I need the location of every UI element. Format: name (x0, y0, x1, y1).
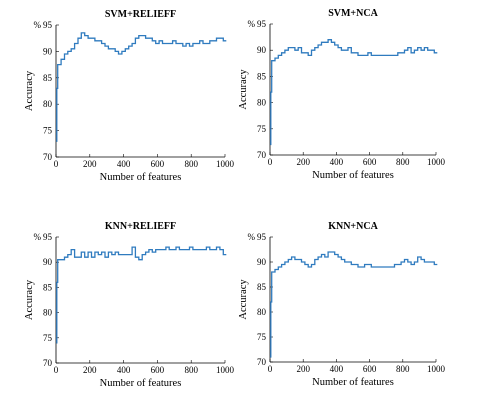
chart-3: KNN+RELIEFF 70 75 80 85 90 95% 0 200 400 600 800 100… (24, 221, 235, 389)
x-tick-label: 1000 (216, 365, 235, 375)
x-axis-title: Number of features (312, 377, 394, 388)
y-tick-label: 95 (43, 20, 53, 30)
x-tick-label: 0 (54, 159, 59, 169)
chart-title: KNN+NCA (328, 221, 378, 232)
x-tick-label: 400 (117, 159, 131, 169)
y-tick-label: 75 (43, 126, 53, 136)
y-tick-label: 85 (257, 71, 267, 81)
x-tick-label: 800 (396, 157, 410, 167)
y-tick-label: 85 (43, 73, 53, 83)
y-tick-label: 70 (257, 357, 267, 367)
y-tick-label: 80 (257, 307, 267, 317)
y-tick-label: 70 (257, 150, 267, 160)
series-line-1 (270, 251, 438, 358)
y-unit-label: % (248, 232, 256, 242)
y-unit-label: % (248, 19, 256, 29)
x-tick-label: 800 (396, 364, 410, 374)
x-axis-title: Number of features (100, 378, 182, 389)
x-tick-label: 400 (330, 364, 344, 374)
x-tick-label: 1000 (427, 157, 446, 167)
x-tick-label: 600 (151, 365, 165, 375)
y-tick-label: 85 (257, 282, 267, 292)
x-tick-label: 600 (151, 159, 165, 169)
x-axis-title: Number of features (312, 170, 394, 181)
x-tick-label: 0 (268, 157, 273, 167)
x-tick-label: 200 (83, 365, 97, 375)
x-tick-label: 600 (363, 364, 377, 374)
y-unit-label: % (34, 20, 42, 30)
series-line-1 (56, 246, 227, 344)
y-tick-label: 90 (257, 45, 267, 55)
x-tick-label: 600 (363, 157, 377, 167)
x-tick-label: 800 (184, 159, 198, 169)
chart-4: KNN+NCA 70 75 80 85 90 95% 0 200 400 600 800 1000 Num… (238, 221, 446, 388)
y-tick-label: 80 (43, 308, 53, 318)
x-tick-label: 0 (268, 364, 273, 374)
y-tick-label: 75 (43, 333, 53, 343)
series-line-1 (56, 32, 227, 142)
y-axis-title: Accuracy (238, 279, 249, 320)
y-tick-label: 70 (43, 358, 53, 368)
x-tick-label: 200 (296, 364, 310, 374)
chart-title: SVM+RELIEFF (105, 9, 176, 20)
chart-title: KNN+RELIEFF (105, 221, 176, 232)
y-axis-title: Accuracy (24, 279, 35, 320)
y-tick-label: 90 (43, 257, 53, 267)
x-tick-label: 200 (296, 157, 310, 167)
chart-title: SVM+NCA (328, 8, 378, 19)
y-unit-label: % (34, 232, 42, 242)
y-axis-title: Accuracy (238, 69, 249, 110)
y-tick-label: 75 (257, 124, 267, 134)
y-tick-label: 70 (43, 152, 53, 162)
x-tick-label: 1000 (427, 364, 446, 374)
x-tick-label: 400 (330, 157, 344, 167)
y-tick-label: 90 (257, 257, 267, 267)
chart-2: SVM+NCA 70 75 80 85 90 95% 0 200 400 600 800 1000 Num… (238, 8, 446, 181)
x-tick-label: 1000 (216, 159, 235, 169)
series-line-1 (270, 39, 438, 146)
y-tick-label: 80 (257, 98, 267, 108)
y-tick-label: 75 (257, 332, 267, 342)
y-tick-label: 85 (43, 282, 53, 292)
y-tick-label: 80 (43, 99, 53, 109)
x-tick-label: 0 (54, 365, 59, 375)
x-axis-title: Number of features (100, 172, 182, 183)
x-tick-label: 800 (184, 365, 198, 375)
x-tick-label: 200 (83, 159, 97, 169)
chart-1: SVM+RELIEFF 70 75 80 85 90 95% 0 200 400 600 800 100… (24, 9, 235, 183)
y-tick-label: 95 (257, 19, 267, 29)
x-tick-label: 400 (117, 365, 131, 375)
y-tick-label: 95 (257, 232, 267, 242)
y-tick-label: 90 (43, 46, 53, 56)
y-axis-title: Accuracy (24, 70, 35, 111)
y-tick-label: 95 (43, 232, 53, 242)
